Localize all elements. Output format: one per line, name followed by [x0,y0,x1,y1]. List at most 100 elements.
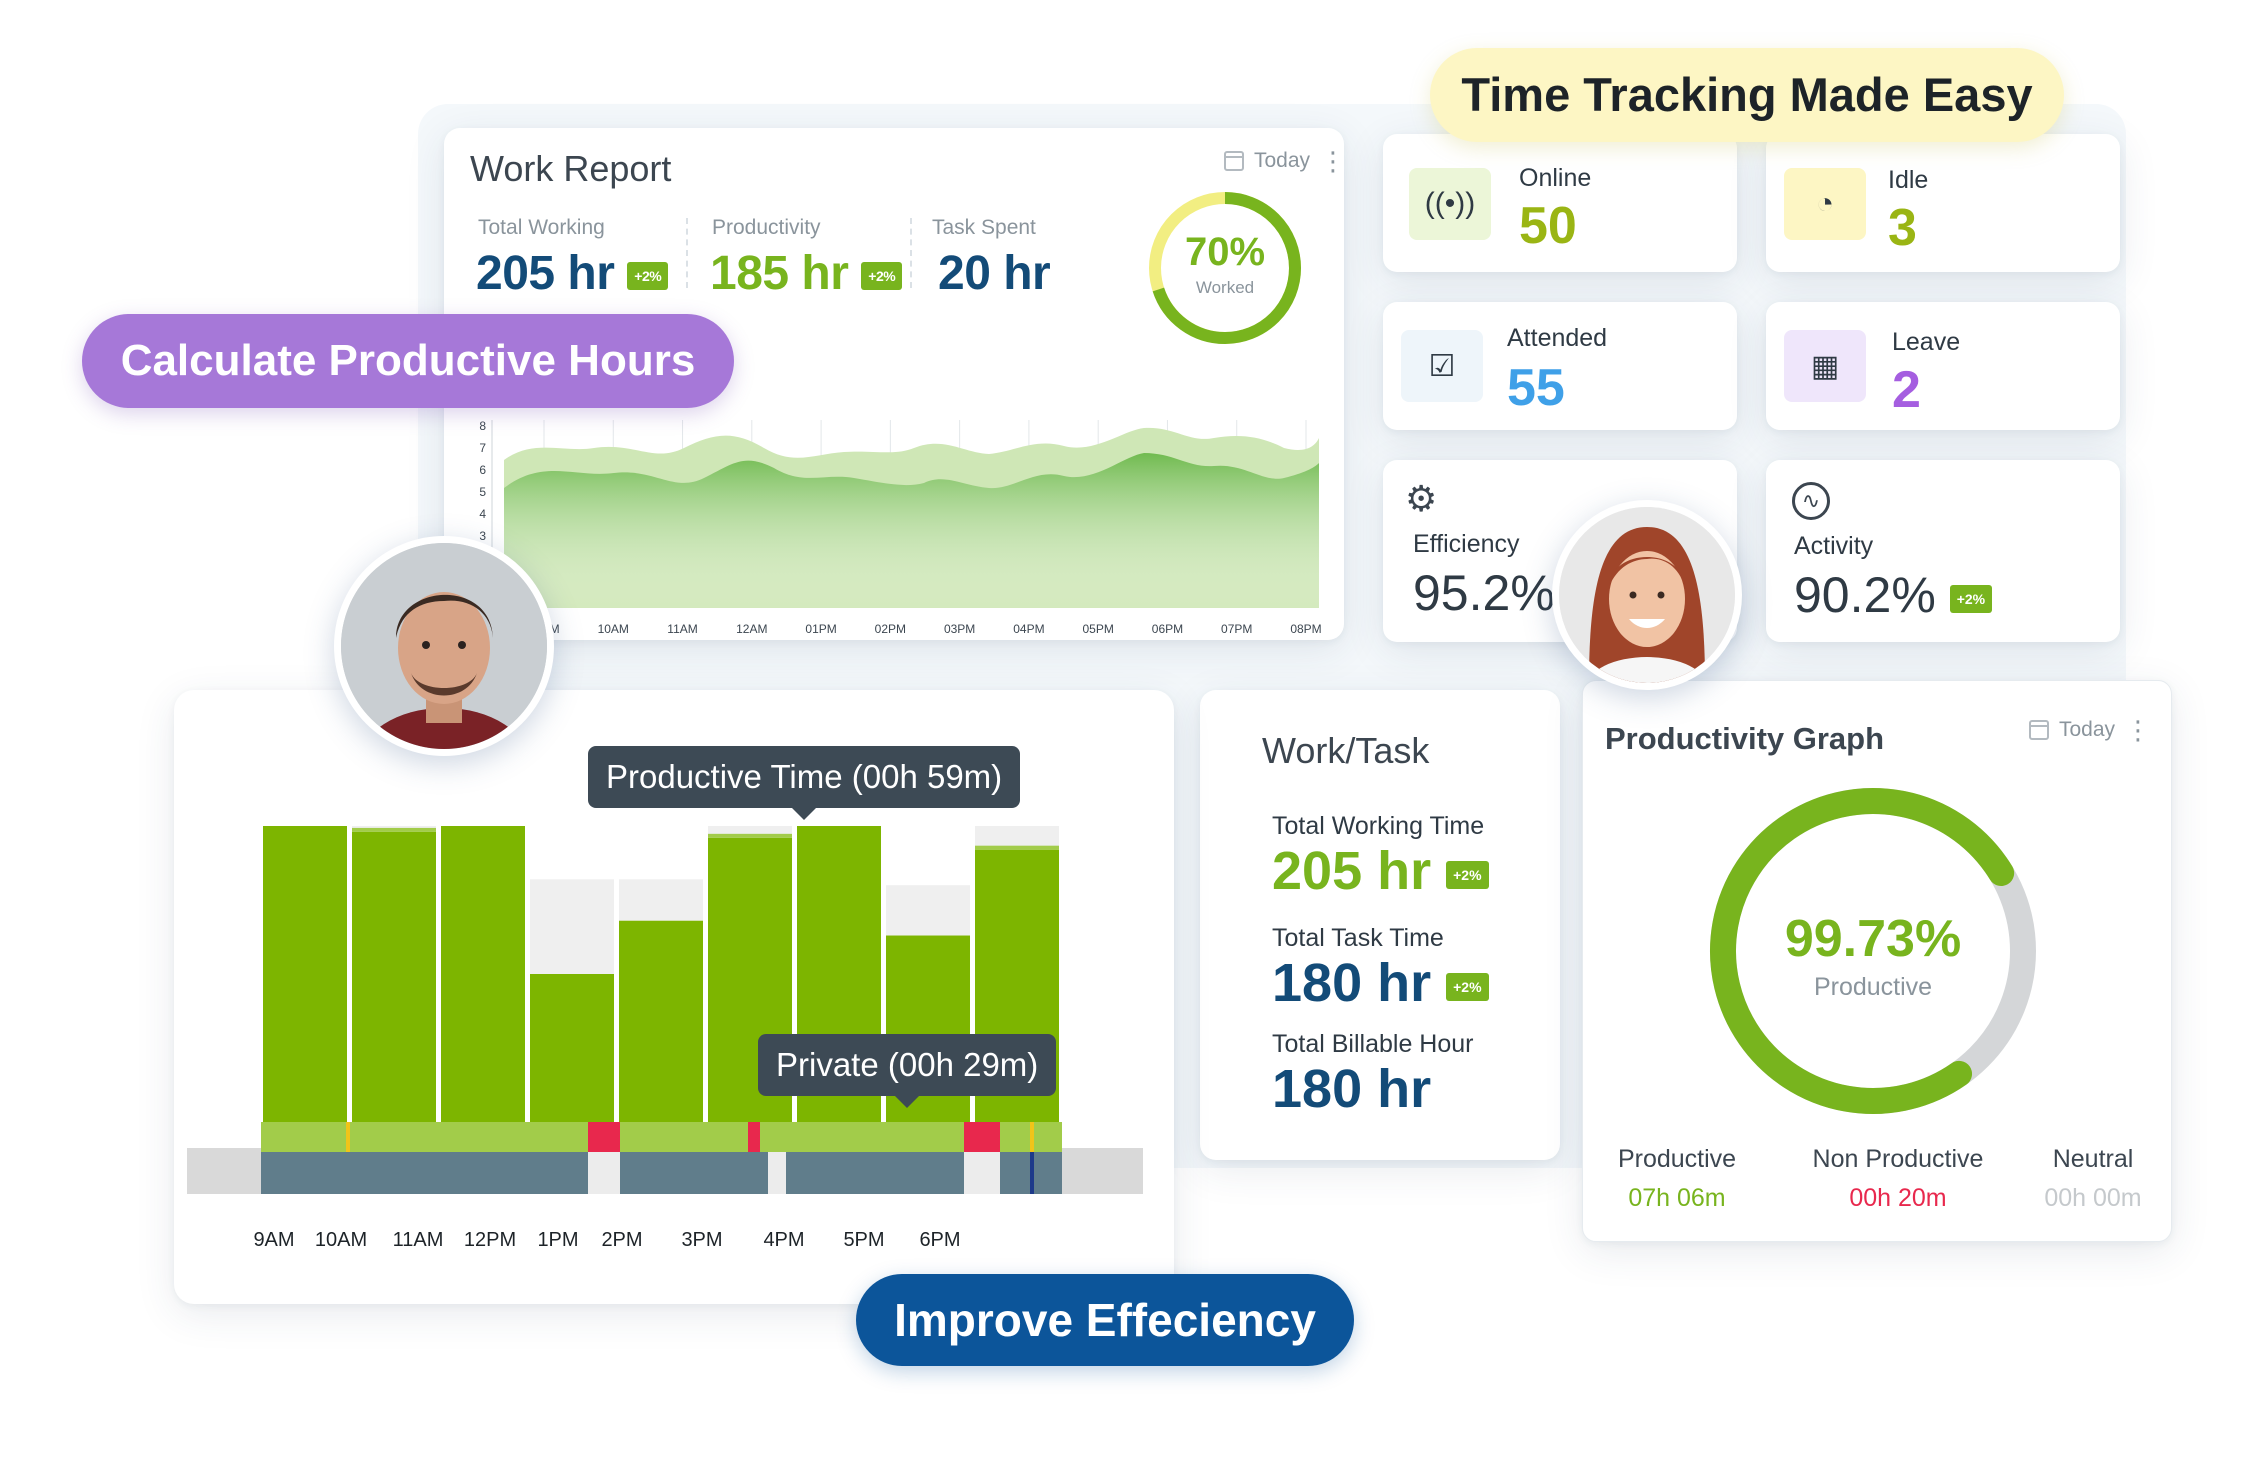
gap-marker [768,1152,786,1194]
worked-label: Worked [1195,278,1255,297]
y-tick-label: 5 [479,485,486,499]
productive-time-tooltip: Productive Time (00h 59m) [588,746,1021,820]
attended-value: 55 [1507,359,1565,417]
productivity-number: 185 hr [710,247,849,300]
legend-non-productive: Non Productive 00h 20m [1787,1145,2009,1213]
avatar-man-image [341,543,547,749]
x-tick-label: 07PM [1221,622,1252,636]
x-tick-label: 11AM [667,622,697,636]
legend-non-productive-name: Non Productive [1812,1145,1984,1173]
x-axis-label: 2PM [601,1229,642,1251]
activity-card[interactable]: ∿ Activity 90.2% +2% [1766,460,2120,642]
idle-value: 3 [1888,199,1917,257]
gear-cycle-icon: ⚙ [1405,478,1438,519]
productivity-label: Productivity [712,216,821,239]
bar-cap [975,845,1059,850]
timeline-bar-card: 9AM 10AM 11AM 12PM 1PM 2PM 3PM 4PM 5PM 6PM Produc… [174,690,1174,1304]
legend-productive: Productive 07h 06m [1597,1145,1757,1213]
gap-marker [588,1152,620,1194]
gap-marker [964,1152,1000,1194]
legend-neutral-value: 00h 00m [2044,1184,2142,1212]
x-tick-label: 05PM [1083,622,1114,636]
today-filter[interactable]: Today ⋮ [1224,148,1346,174]
productivity-value: 185 hr +2% [710,246,903,301]
legend-neutral-name: Neutral [2052,1145,2134,1173]
today-filter-label: Today [1254,149,1311,172]
x-axis-label: 12PM [464,1229,516,1251]
total-task-time-number: 180 hr [1272,953,1432,1013]
work-report-title: Work Report [470,148,672,189]
timeline-bar-chart: 9AM 10AM 11AM 12PM 1PM 2PM 3PM 4PM 5PM 6PM [187,826,1143,1251]
online-value: 50 [1519,197,1577,255]
clock-icon: ◔ [1784,168,1866,240]
y-tick-label: 8 [479,419,486,433]
private-marker [964,1122,1000,1152]
efficiency-label: Efficiency [1413,530,1520,558]
total-working-badge: +2% [627,262,669,291]
online-card[interactable]: ((•)) Online 50 [1383,134,1737,272]
total-working-time-badge: +2% [1446,860,1489,889]
total-task-time-badge: +2% [1446,972,1489,1001]
calendar-icon [1224,151,1244,171]
bar-cap [352,827,436,832]
improve-efficiency-pill: Improve Effeciency [856,1274,1354,1366]
calendar-grid-icon: ▦ [1784,330,1866,402]
x-axis-label: 10AM [315,1229,367,1251]
bar-productive [263,826,347,1122]
pulse-icon: ∿ [1792,482,1830,520]
productive-label: Productive [1813,973,1933,1001]
productivity-graph-title: Productivity Graph [1605,721,1885,756]
activity-badge: +2% [1949,584,1993,613]
activity-label: Activity [1794,532,1874,560]
today-filter[interactable]: Today ⋮ [2029,717,2151,743]
activity-strip [261,1122,1062,1152]
more-options-icon[interactable]: ⋮ [2125,715,2152,745]
divider [686,218,688,288]
x-tick-label: 03PM [944,622,975,636]
x-tick-label: 10AM [598,622,629,636]
bar-empty-segment [975,826,1059,850]
y-tick-label: 7 [479,441,486,455]
legend-productive-value: 07h 06m [1628,1184,1726,1212]
bar-productive [619,920,703,1122]
task-spent-value: 20 hr [938,247,1051,300]
total-billable-hour-label: Total Billable Hour [1272,1030,1474,1058]
divider [910,218,912,288]
total-working-time-number: 205 hr [1272,841,1432,901]
idle-label: Idle [1888,166,1929,194]
device-strip [261,1152,1062,1194]
y-tick-label: 4 [479,507,486,521]
x-axis-label: 6PM [919,1229,960,1251]
activity-number: 90.2% [1794,567,1936,623]
idle-marker [1030,1152,1034,1194]
more-options-icon[interactable]: ⋮ [1320,146,1347,176]
x-tick-label: 08PM [1290,622,1321,636]
y-tick-label: 3 [479,529,486,543]
idle-card[interactable]: ◔ Idle 3 [1766,134,2120,272]
online-label: Online [1519,164,1592,192]
productivity-badge: +2% [861,262,903,291]
x-axis-label: 1PM [537,1229,578,1251]
task-spent-label: Task Spent [932,216,1036,239]
total-task-time-label: Total Task Time [1272,924,1444,952]
attended-card[interactable]: ☑ Attended 55 [1383,302,1737,430]
legend-productive-name: Productive [1617,1145,1737,1173]
work-task-title: Work/Task [1262,730,1430,771]
bar-cap [708,833,792,838]
idle-marker [1030,1122,1034,1152]
avatar-woman-image [1559,507,1735,683]
total-billable-hour-value: 180 hr [1272,1059,1432,1119]
x-axis-label: 11AM [393,1229,444,1251]
private-marker [588,1122,620,1152]
productive-percent: 99.73% [1784,910,1962,968]
x-axis-label: 5PM [843,1229,884,1251]
work-report-card: Work Report Today ⋮ Total Working 205 hr… [444,128,1346,640]
total-working-number: 205 hr [476,247,615,300]
leave-card[interactable]: ▦ Leave 2 [1766,302,2120,430]
x-tick-label: 04PM [1013,622,1044,636]
bar-productive [441,826,525,1122]
time-tracking-pill: Time Tracking Made Easy [1430,48,2064,142]
bar-empty-segment [886,885,970,936]
today-filter-label: Today [2059,718,2116,741]
private-time-tooltip: Private (00h 29m) [758,1034,1057,1108]
